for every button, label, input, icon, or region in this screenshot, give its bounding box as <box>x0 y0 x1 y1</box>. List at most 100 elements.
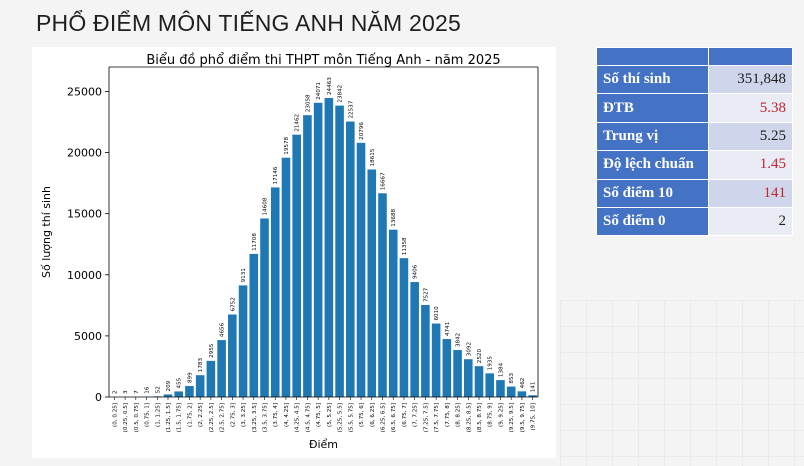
data-label: 209 <box>166 380 172 391</box>
x-tick-label: (1, 1.25] <box>155 403 161 427</box>
data-label: 13688 <box>391 208 397 226</box>
data-label: 899 <box>187 372 193 383</box>
score-distribution-chart: Biểu đồ phổ điểm thi THPT môn Tiếng Anh … <box>40 53 539 451</box>
chart-bar <box>367 169 377 397</box>
chart-bar <box>474 366 484 397</box>
data-label: 16667 <box>380 172 386 190</box>
data-label: 7527 <box>423 287 429 302</box>
x-tick-label: (9.25, 9.5] <box>509 403 515 432</box>
x-tick-label: (6.25, 6.5] <box>380 403 386 432</box>
x-tick-label: (7.25, 7.5] <box>423 403 429 432</box>
data-label: 455 <box>177 377 183 388</box>
stats-label: Số thí sinh <box>596 64 709 95</box>
chart-bar <box>463 359 473 397</box>
x-tick-label: (0.5, 0.75] <box>134 403 140 432</box>
x-tick-label: (5.5, 5.75] <box>348 403 354 432</box>
stats-header-row <box>596 47 793 66</box>
x-tick-label: (4.75, 5] <box>316 403 322 427</box>
x-tick-label: (7.5, 7.75] <box>434 403 440 432</box>
x-tick-label: (8.75, 9] <box>488 403 494 427</box>
x-tick-label: (1.75, 2] <box>187 403 193 427</box>
x-tick-label: (6.5, 6.75] <box>391 403 397 432</box>
chart-bar <box>378 193 387 397</box>
data-label: 3 <box>123 390 129 394</box>
data-label: 52 <box>155 386 161 393</box>
x-tick-label: (4, 4.25] <box>284 403 290 427</box>
stats-header-cell <box>708 47 793 66</box>
y-tick-label: 20000 <box>67 147 102 160</box>
x-tick-label: (3.75, 4] <box>273 403 279 427</box>
data-label: 23842 <box>338 85 344 103</box>
chart-bar <box>249 253 259 397</box>
data-label: 2520 <box>477 349 483 364</box>
stats-value: 2 <box>708 206 793 237</box>
stats-label: Số điểm 0 <box>596 206 709 237</box>
stats-label: Số điểm 10 <box>596 178 709 208</box>
data-label: 14608 <box>263 197 269 215</box>
chart-bar <box>303 115 312 398</box>
stats-value: 5.38 <box>708 93 793 123</box>
data-label: 853 <box>509 372 515 383</box>
data-label: 18615 <box>370 148 376 166</box>
chart-bar <box>496 380 505 397</box>
chart-bar <box>346 121 355 397</box>
x-tick-label: (5, 5.25] <box>327 403 333 427</box>
data-label: 3842 <box>456 333 462 347</box>
stats-row: ĐTB 5.38 <box>596 93 793 123</box>
chart-bar <box>185 386 194 397</box>
chart-bar <box>506 386 516 397</box>
data-label: 11708 <box>252 233 258 251</box>
chart-bar <box>485 373 495 397</box>
x-tick-label: (2, 2.25] <box>198 403 204 427</box>
x-tick-label: (9.75, 10] <box>531 403 537 431</box>
stats-row: Số thí sinh 351,848 <box>596 64 793 95</box>
data-label: 16 <box>145 386 151 394</box>
chart-bar <box>270 187 280 397</box>
x-tick-label: (3, 3.25] <box>241 403 247 427</box>
x-tick-label: (2.5, 2.75] <box>220 403 226 432</box>
data-label: 4656 <box>220 322 226 337</box>
data-label: 9131 <box>241 268 247 283</box>
stats-label: ĐTB <box>596 93 709 123</box>
x-tick-label: (9, 9.25] <box>498 403 504 427</box>
data-label: 7 <box>134 390 140 394</box>
chart-bar <box>238 285 248 397</box>
background-grid-decoration <box>560 300 804 466</box>
data-label: 1935 <box>488 356 494 371</box>
x-tick-label: (0, 0.25] <box>112 403 118 427</box>
data-label: 141 <box>531 381 537 392</box>
stats-table: Số thí sinh 351,848 ĐTB 5.38 Trung vị 5.25 Độ … <box>596 47 793 237</box>
chart-bar <box>335 105 344 397</box>
data-label: 6010 <box>434 306 440 321</box>
chart-bar <box>442 339 452 397</box>
page-title: PHỔ ĐIỂM MÔN TIẾNG ANH NĂM 2025 <box>36 10 461 36</box>
x-tick-label: (2.75, 3] <box>230 403 236 427</box>
stats-label: Trung vị <box>596 121 709 152</box>
x-tick-label: (1.25, 1.5] <box>166 403 172 432</box>
x-tick-label: (9.5, 9.75] <box>520 403 526 432</box>
x-tick-label: (3.5, 3.75] <box>263 403 269 432</box>
data-label: 24463 <box>327 77 333 95</box>
data-label: 19578 <box>284 136 290 154</box>
data-label: 3092 <box>466 342 472 356</box>
chart-bar <box>195 375 205 397</box>
x-axis-label: Điểm <box>309 438 338 451</box>
x-tick-label: (5.25, 5.5] <box>338 403 344 432</box>
x-tick-label: (2.25, 2.5] <box>209 403 215 432</box>
data-label: 462 <box>520 378 526 389</box>
chart-bar <box>431 323 441 397</box>
data-label: 22537 <box>348 100 354 118</box>
x-tick-label: (4.25, 4.5] <box>295 403 301 432</box>
x-tick-label: (8.25, 8.5] <box>466 403 472 432</box>
stats-row: Trung vị 5.25 <box>596 121 793 152</box>
x-tick-label: (1.5, 1.75] <box>177 403 183 432</box>
chart-bar <box>421 305 430 397</box>
chart-bar <box>453 350 462 397</box>
data-label: 9406 <box>413 264 419 279</box>
stats-row: Số điểm 10 141 <box>596 178 793 208</box>
data-label: 6752 <box>230 297 236 311</box>
x-tick-label: (7, 7.25] <box>413 403 419 427</box>
chart-bar <box>324 98 334 397</box>
chart-panel: Biểu đồ phổ điểm thi THPT môn Tiếng Anh … <box>32 47 556 458</box>
